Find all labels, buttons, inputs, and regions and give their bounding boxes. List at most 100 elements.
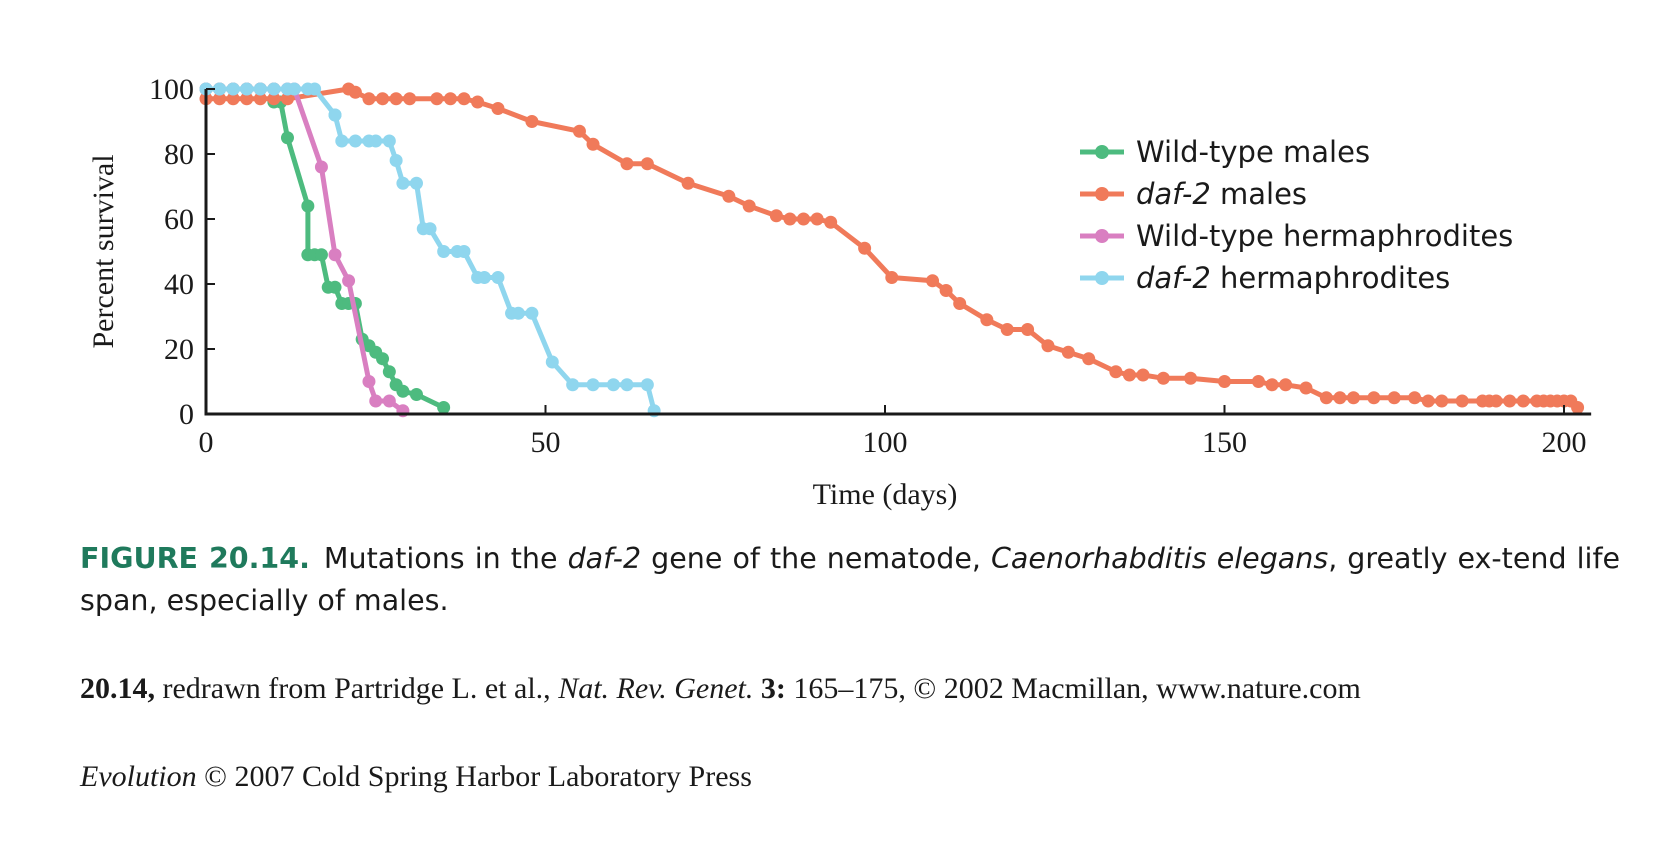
- data-point: [606, 378, 620, 392]
- data-point: [471, 95, 485, 109]
- data-point: [586, 137, 600, 151]
- y-tick-label: 80: [164, 138, 194, 171]
- legend-entry: daf-2 males: [1080, 177, 1307, 211]
- data-point: [280, 92, 294, 106]
- data-point: [362, 375, 376, 388]
- data-point: [1000, 323, 1014, 336]
- data-point: [314, 248, 328, 262]
- x-tick-label: 200: [1542, 426, 1587, 459]
- data-point: [267, 82, 281, 96]
- credit-figure-number: 20.14,: [80, 672, 155, 705]
- legend: Wild-type males daf-2 males Wild-type herm…: [1080, 135, 1513, 295]
- x-axis-title: Time (days): [813, 478, 958, 511]
- data-point: [1082, 352, 1096, 366]
- x-tick-label: 0: [199, 426, 214, 459]
- data-point: [382, 134, 396, 148]
- legend-label: daf-2 males: [1136, 177, 1307, 211]
- data-point: [409, 176, 423, 190]
- data-point: [348, 85, 362, 99]
- caption-gene-name: daf-2: [567, 542, 642, 575]
- y-axis-title: Percent survival: [87, 154, 120, 348]
- data-point: [939, 284, 953, 297]
- book-title: Evolution: [80, 760, 197, 793]
- data-point: [389, 154, 403, 167]
- data-point: [1571, 401, 1585, 414]
- caption-text-1: Mutations in the: [323, 542, 568, 575]
- credit-volume: 3:: [753, 672, 786, 705]
- data-point: [620, 378, 634, 392]
- data-point: [335, 134, 349, 148]
- data-point: [1251, 375, 1265, 388]
- data-point: [1455, 394, 1469, 408]
- data-point: [491, 102, 505, 115]
- plot-area: [199, 82, 1585, 418]
- data-point: [1387, 391, 1401, 405]
- credit-text-2: 165–175, © 2002 Macmillan, www.nature.co…: [785, 672, 1361, 705]
- data-point: [253, 92, 267, 106]
- data-point: [1156, 371, 1170, 385]
- data-point: [586, 378, 600, 392]
- data-point: [328, 248, 342, 262]
- axes: 0 20 40 60 80 100 0 50 100 150 200 Time (days) Perce…: [87, 73, 1592, 511]
- data-point: [1347, 391, 1361, 405]
- data-point: [640, 157, 654, 171]
- data-point: [926, 274, 940, 288]
- data-point: [477, 271, 491, 284]
- x-tick-label: 150: [1202, 426, 1247, 459]
- data-point: [545, 355, 559, 369]
- y-tick-label: 40: [164, 268, 194, 301]
- data-point: [722, 189, 736, 203]
- data-point: [1265, 378, 1279, 392]
- legend-label: daf-2 hermaphrodites: [1136, 261, 1450, 295]
- caption-text-3: , greatly ex-tend life span, especially …: [80, 542, 1621, 617]
- data-point: [640, 378, 654, 392]
- data-point: [1421, 394, 1435, 408]
- data-point: [1408, 391, 1422, 405]
- data-point: [301, 199, 315, 213]
- data-point: [382, 394, 396, 408]
- legend-label-italic: daf-2: [1136, 261, 1211, 295]
- data-point: [267, 92, 281, 106]
- legend-entry: Wild-type males: [1080, 135, 1370, 169]
- data-point: [226, 82, 240, 96]
- legend-swatch-point: [1095, 271, 1109, 285]
- data-point: [362, 92, 376, 106]
- x-tick-label: 100: [863, 426, 908, 459]
- legend-entry: Wild-type hermaphrodites: [1080, 219, 1513, 253]
- data-point: [1279, 378, 1293, 392]
- data-point: [308, 82, 322, 96]
- credit-text-1: redrawn from Partridge L. et al.,: [155, 672, 559, 705]
- legend-swatch-point: [1095, 145, 1109, 159]
- caption-text-2: gene of the nematode,: [641, 542, 991, 575]
- data-point: [1319, 391, 1333, 405]
- data-point: [1489, 394, 1503, 408]
- data-point: [240, 92, 254, 106]
- data-point: [403, 92, 417, 106]
- legend-label: Wild-type males: [1136, 135, 1370, 169]
- data-point: [681, 176, 695, 190]
- data-point: [1516, 394, 1530, 408]
- data-point: [824, 215, 838, 229]
- data-point: [430, 92, 444, 106]
- data-point: [1299, 381, 1313, 395]
- data-point: [1109, 365, 1123, 379]
- data-point: [240, 82, 254, 96]
- figure-label: FIGURE 20.14.: [80, 542, 310, 575]
- data-point: [858, 241, 872, 255]
- data-point: [1435, 394, 1449, 408]
- x-tick-label: 50: [531, 426, 561, 459]
- data-point: [213, 82, 227, 96]
- survival-chart: 0 20 40 60 80 100 0 50 100 150 200 Time (days) Perce…: [87, 73, 1592, 511]
- data-point: [1061, 345, 1075, 359]
- data-point: [1122, 368, 1136, 382]
- data-point: [769, 209, 783, 223]
- caption-species-name: Caenorhabditis elegans: [990, 542, 1329, 575]
- legend-label-rest: hermaphrodites: [1211, 261, 1450, 295]
- data-point: [348, 134, 362, 148]
- data-point: [457, 92, 471, 106]
- data-point: [1503, 394, 1517, 408]
- data-point: [396, 384, 410, 398]
- data-point: [525, 306, 539, 320]
- data-point: [376, 92, 390, 106]
- data-point: [1218, 375, 1231, 388]
